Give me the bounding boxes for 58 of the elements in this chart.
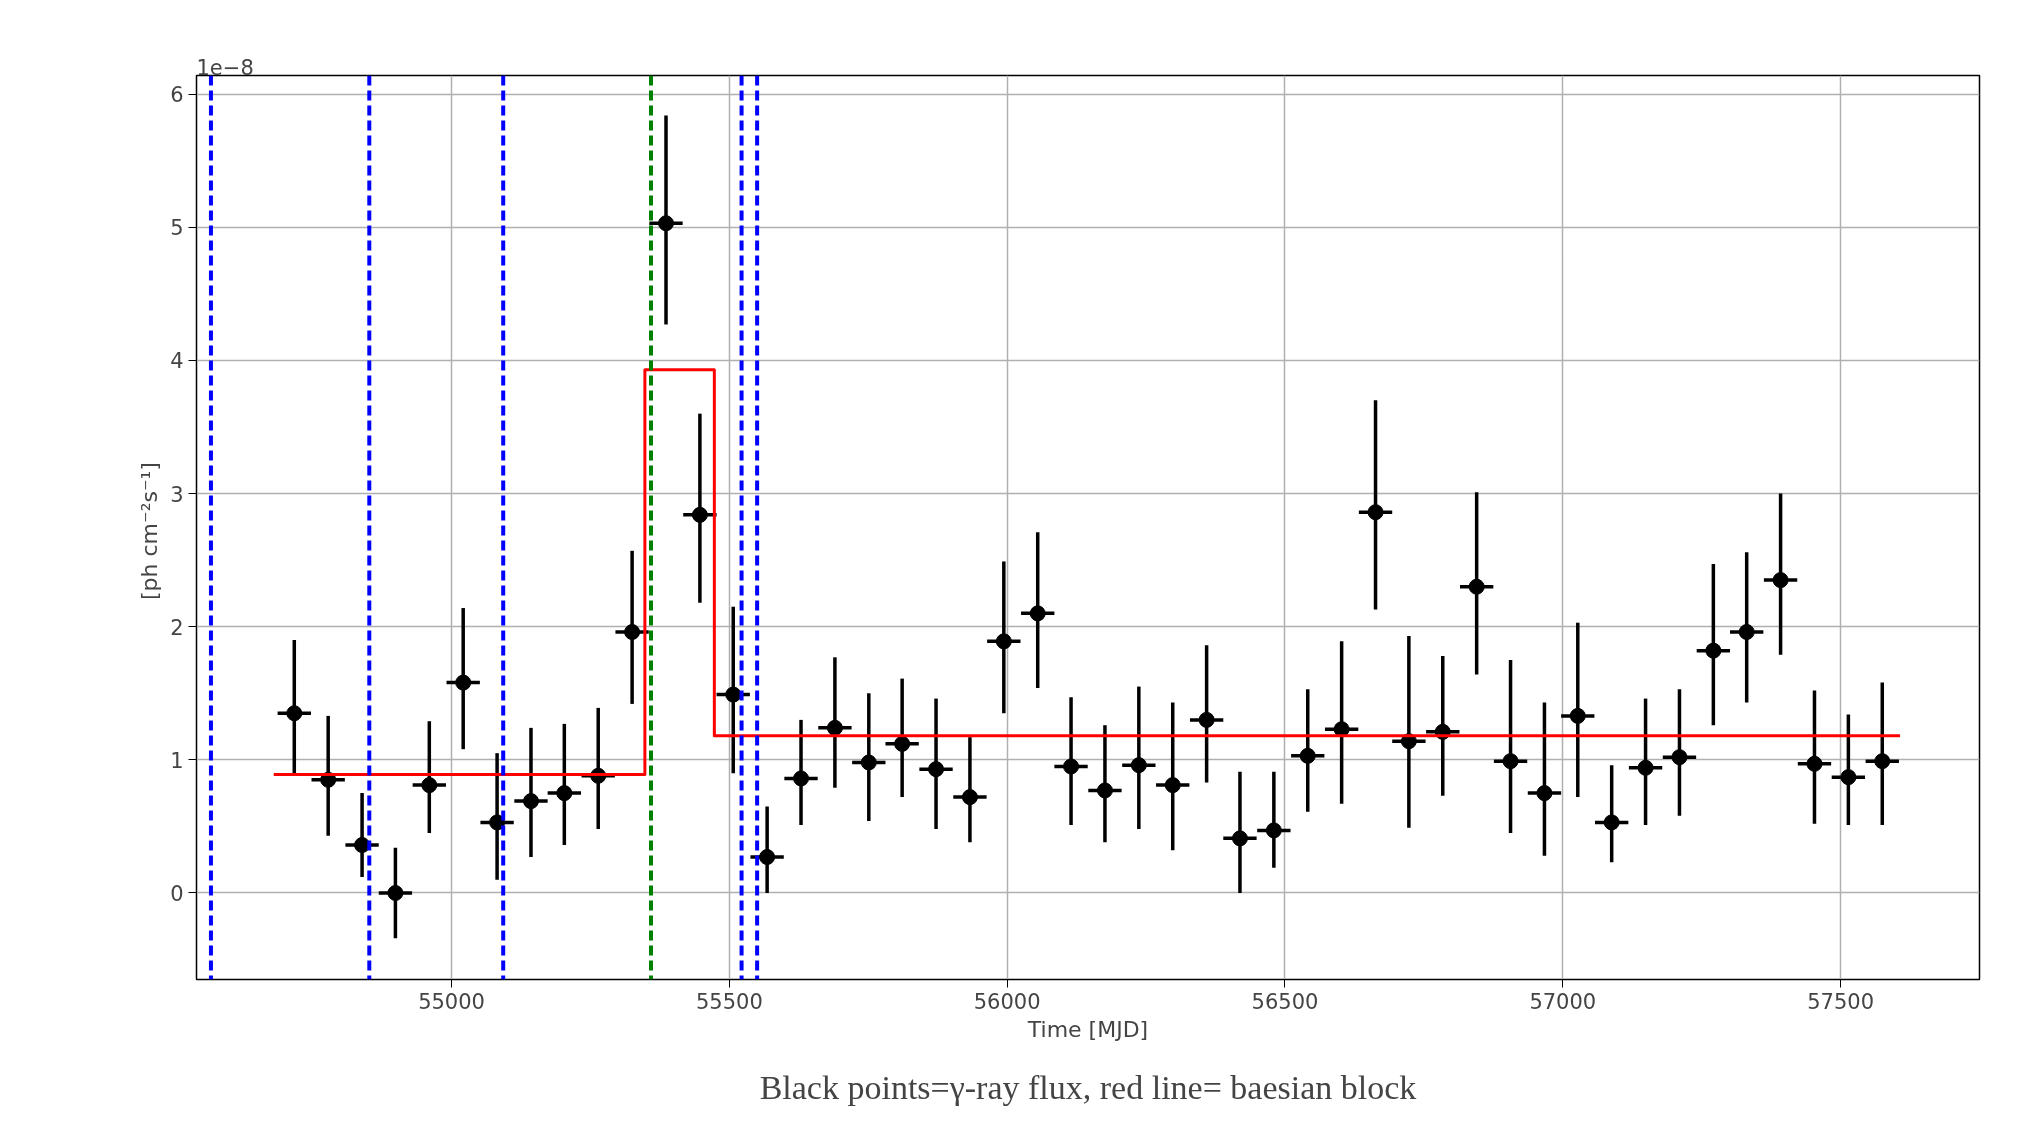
point: [1603, 814, 1620, 831]
point: [1569, 707, 1586, 724]
point: [1536, 785, 1553, 802]
point: [1705, 642, 1722, 659]
point: [725, 686, 742, 703]
point: [455, 674, 472, 691]
point: [624, 624, 641, 640]
annotation: 1e−8: [196, 55, 254, 80]
point: [1874, 753, 1891, 770]
x-tick-label: 55500: [695, 989, 763, 1014]
point: [286, 705, 303, 722]
point: [1265, 822, 1282, 839]
point: [1502, 753, 1519, 770]
y-tick-label: 2: [170, 615, 184, 640]
y-tick-label: 0: [170, 881, 184, 906]
point: [1198, 711, 1215, 728]
y-tick-label: 5: [170, 216, 184, 241]
x-tick-label: 56000: [973, 989, 1041, 1014]
point: [995, 633, 1012, 650]
point: [522, 793, 539, 810]
point: [1468, 578, 1485, 595]
point: [1671, 749, 1688, 766]
point: [387, 884, 404, 901]
point: [961, 789, 978, 806]
text: Black points=γ-ray flux, red line= baesian block: [759, 1069, 1417, 1106]
y-tick-label: 4: [170, 349, 184, 374]
y-tick-label: 1: [170, 748, 184, 773]
point: [928, 761, 945, 778]
x-axis-title: Time [MJD]: [1026, 1016, 1149, 1042]
point: [556, 785, 573, 802]
y-tick-label: 6: [170, 83, 184, 108]
point: [1164, 777, 1181, 794]
point: [1367, 504, 1384, 521]
point: [1840, 769, 1857, 786]
x-tick-label: 57500: [1807, 989, 1874, 1014]
point: [1772, 572, 1789, 589]
y-axis-title: [ph cm⁻²s⁻¹]: [137, 462, 163, 600]
point: [1299, 747, 1316, 764]
point: [1738, 624, 1755, 640]
point: [1806, 755, 1823, 772]
point: [1063, 758, 1080, 775]
point: [1029, 605, 1046, 622]
x-tick-label: 57000: [1529, 989, 1597, 1014]
x-tick-label: 56500: [1251, 989, 1319, 1014]
point: [1130, 757, 1147, 774]
point: [691, 506, 708, 523]
point: [1637, 759, 1654, 776]
point: [421, 777, 438, 794]
point: [894, 735, 911, 752]
point: [759, 849, 776, 865]
point: [1231, 830, 1248, 847]
point: [1096, 782, 1113, 799]
point: [658, 215, 674, 232]
x-tick-label: 55000: [418, 989, 485, 1014]
point: [793, 770, 810, 787]
y-tick-label: 3: [170, 482, 184, 507]
point: [826, 719, 843, 736]
point: [860, 754, 877, 771]
